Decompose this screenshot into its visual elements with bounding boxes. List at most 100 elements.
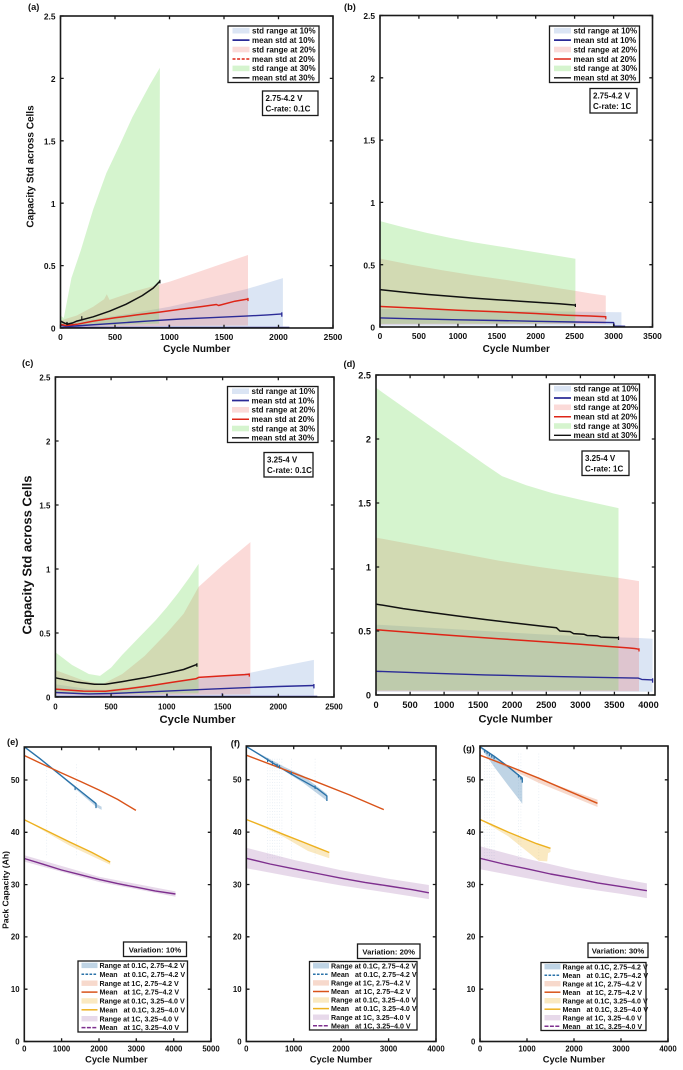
svg-text:2.5: 2.5 bbox=[363, 11, 375, 21]
svg-text:0.5: 0.5 bbox=[363, 260, 375, 270]
svg-text:1.5: 1.5 bbox=[358, 499, 371, 509]
svg-text:500: 500 bbox=[105, 703, 119, 712]
svg-text:1500: 1500 bbox=[215, 332, 234, 342]
svg-text:3000: 3000 bbox=[128, 1044, 146, 1053]
svg-text:Range at 0.1C, 3.25–4.0 V: Range at 0.1C, 3.25–4.0 V bbox=[331, 997, 416, 1005]
svg-text:0: 0 bbox=[53, 703, 58, 712]
svg-text:Variation: 10%: Variation: 10% bbox=[129, 946, 182, 955]
svg-text:20: 20 bbox=[11, 933, 20, 942]
svg-text:2000: 2000 bbox=[332, 1044, 350, 1053]
svg-text:0: 0 bbox=[244, 1044, 249, 1053]
svg-text:0: 0 bbox=[373, 700, 378, 710]
svg-text:(b): (b) bbox=[344, 2, 356, 12]
svg-text:std range at 20%: std range at 20% bbox=[574, 45, 638, 54]
svg-text:Range at 1C, 3.25–4.0 V: Range at 1C, 3.25–4.0 V bbox=[563, 1014, 643, 1022]
svg-text:Mean at 0.1C, 2.75–4.2 V: Mean at 0.1C, 2.75–4.2 V bbox=[331, 971, 417, 979]
svg-text:2500: 2500 bbox=[536, 700, 556, 710]
svg-text:10: 10 bbox=[467, 985, 476, 994]
svg-text:Range at 1C, 3.25–4.0 V: Range at 1C, 3.25–4.0 V bbox=[331, 1014, 411, 1022]
svg-text:40: 40 bbox=[467, 828, 476, 837]
svg-text:Mean at 1C, 3.25–4.0 V: Mean at 1C, 3.25–4.0 V bbox=[100, 1024, 180, 1032]
svg-text:Mean at 1C, 2.75–4.2 V: Mean at 1C, 2.75–4.2 V bbox=[563, 989, 643, 997]
svg-text:std range at 10%: std range at 10% bbox=[574, 385, 639, 394]
svg-text:2.5: 2.5 bbox=[358, 371, 371, 381]
svg-text:4000: 4000 bbox=[427, 1044, 445, 1053]
svg-text:mean std at 30%: mean std at 30% bbox=[574, 74, 637, 83]
svg-text:3500: 3500 bbox=[643, 331, 662, 341]
svg-text:3500: 3500 bbox=[604, 700, 624, 710]
svg-text:1500: 1500 bbox=[214, 703, 232, 712]
svg-text:2: 2 bbox=[366, 435, 371, 445]
svg-text:1: 1 bbox=[370, 198, 375, 208]
svg-text:2500: 2500 bbox=[324, 332, 343, 342]
svg-text:2.5: 2.5 bbox=[44, 12, 56, 22]
svg-text:0: 0 bbox=[46, 694, 51, 703]
svg-text:1000: 1000 bbox=[285, 1044, 303, 1053]
svg-text:0: 0 bbox=[471, 1037, 476, 1046]
svg-text:40: 40 bbox=[233, 828, 242, 837]
svg-text:0: 0 bbox=[366, 691, 371, 701]
svg-text:Range at 1C, 3.25–4.0 V: Range at 1C, 3.25–4.0 V bbox=[100, 1015, 180, 1023]
svg-text:Range at 0.1C, 2.75–4.2 V: Range at 0.1C, 2.75–4.2 V bbox=[331, 962, 416, 970]
svg-text:std range at 20%: std range at 20% bbox=[252, 406, 316, 415]
svg-text:1.5: 1.5 bbox=[44, 136, 56, 146]
svg-text:Variation: 30%: Variation: 30% bbox=[592, 947, 645, 956]
svg-text:Mean at 1C, 3.25–4.0 V: Mean at 1C, 3.25–4.0 V bbox=[331, 1022, 411, 1030]
svg-text:1: 1 bbox=[51, 199, 56, 209]
svg-text:Mean at 0.1C, 2.75–4.2 V: Mean at 0.1C, 2.75–4.2 V bbox=[563, 972, 649, 980]
svg-text:Range at 0.1C, 2.75–4.2 V: Range at 0.1C, 2.75–4.2 V bbox=[100, 962, 185, 970]
svg-text:4000: 4000 bbox=[659, 1044, 677, 1053]
svg-text:std range at 30%: std range at 30% bbox=[574, 64, 638, 73]
svg-text:Mean at 1C, 2.75–4.2 V: Mean at 1C, 2.75–4.2 V bbox=[100, 989, 180, 997]
svg-text:(d): (d) bbox=[344, 359, 356, 369]
svg-text:1000: 1000 bbox=[449, 331, 468, 341]
svg-text:std range at 20%: std range at 20% bbox=[574, 403, 639, 412]
svg-text:0: 0 bbox=[370, 323, 375, 333]
svg-text:0: 0 bbox=[378, 331, 383, 341]
svg-text:Cycle Number: Cycle Number bbox=[479, 714, 554, 726]
svg-text:2.75-4.2 V: 2.75-4.2 V bbox=[593, 92, 631, 101]
svg-text:0.5: 0.5 bbox=[44, 261, 56, 271]
svg-text:0.5: 0.5 bbox=[39, 630, 51, 639]
svg-text:Mean at 0.1C, 2.75–4.2 V: Mean at 0.1C, 2.75–4.2 V bbox=[100, 971, 186, 979]
svg-text:Pack Capacity (Ah): Pack Capacity (Ah) bbox=[1, 851, 11, 929]
svg-text:10: 10 bbox=[233, 985, 242, 994]
svg-text:40: 40 bbox=[11, 828, 20, 837]
svg-text:mean std at 10%: mean std at 10% bbox=[574, 36, 637, 45]
svg-text:Capacity Std across Cells: Capacity Std across Cells bbox=[26, 105, 37, 228]
svg-text:3000: 3000 bbox=[604, 331, 623, 341]
svg-text:Cycle Number: Cycle Number bbox=[85, 1055, 148, 1065]
svg-text:std range at 10%: std range at 10% bbox=[252, 27, 316, 36]
svg-text:2000: 2000 bbox=[502, 700, 522, 710]
svg-text:3000: 3000 bbox=[612, 1044, 630, 1053]
svg-text:Mean at 0.1C, 3.25–4.0 V: Mean at 0.1C, 3.25–4.0 V bbox=[563, 1006, 649, 1014]
svg-text:C-rate: 1C: C-rate: 1C bbox=[593, 102, 631, 111]
svg-text:1500: 1500 bbox=[487, 331, 506, 341]
svg-text:Range at 0.1C, 3.25–4.0 V: Range at 0.1C, 3.25–4.0 V bbox=[100, 998, 185, 1006]
svg-text:mean std at 30%: mean std at 30% bbox=[252, 434, 315, 443]
svg-text:2000: 2000 bbox=[526, 331, 545, 341]
svg-text:mean std at 10%: mean std at 10% bbox=[252, 36, 315, 45]
svg-text:2: 2 bbox=[370, 73, 375, 83]
svg-text:0.5: 0.5 bbox=[358, 627, 371, 637]
svg-text:Cycle Number: Cycle Number bbox=[160, 714, 237, 726]
svg-text:C-rate: 0.1C: C-rate: 0.1C bbox=[266, 105, 311, 114]
svg-text:50: 50 bbox=[233, 776, 242, 785]
svg-text:2: 2 bbox=[46, 438, 51, 447]
svg-text:mean std at 20%: mean std at 20% bbox=[574, 55, 637, 64]
svg-text:2500: 2500 bbox=[325, 703, 343, 712]
svg-text:1: 1 bbox=[366, 563, 371, 573]
svg-text:0: 0 bbox=[478, 1044, 483, 1053]
svg-text:1.5: 1.5 bbox=[39, 502, 51, 511]
svg-text:mean std at 10%: mean std at 10% bbox=[252, 396, 315, 405]
svg-text:std range at 10%: std range at 10% bbox=[574, 27, 638, 36]
svg-text:30: 30 bbox=[233, 880, 242, 889]
svg-text:20: 20 bbox=[467, 933, 476, 942]
svg-text:(c): (c) bbox=[22, 358, 33, 368]
svg-text:30: 30 bbox=[11, 880, 20, 889]
svg-text:1500: 1500 bbox=[468, 700, 488, 710]
svg-text:2.5: 2.5 bbox=[39, 374, 51, 383]
svg-text:2000: 2000 bbox=[90, 1044, 108, 1053]
svg-text:std range at 10%: std range at 10% bbox=[252, 387, 316, 396]
svg-text:(e): (e) bbox=[7, 737, 18, 747]
